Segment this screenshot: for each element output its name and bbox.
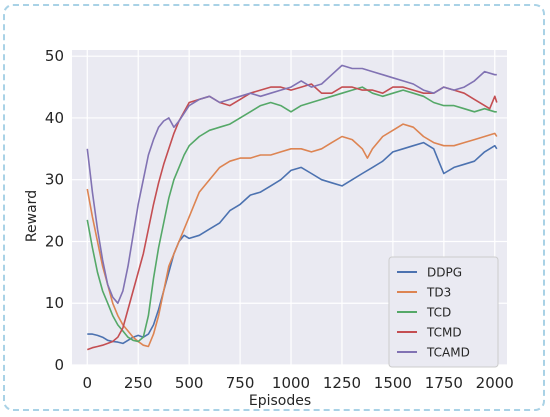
legend-label: TCD xyxy=(426,306,451,320)
legend: DDPG TD3 TCD TCMD TCAMD xyxy=(388,256,499,368)
y-tick-label: 20 xyxy=(45,232,64,250)
x-tick-label: 1000 xyxy=(272,374,310,392)
y-tick-label: 40 xyxy=(45,109,64,127)
legend-box xyxy=(388,256,499,368)
x-tick-label: 750 xyxy=(226,374,255,392)
legend-label: TD3 xyxy=(426,286,451,300)
x-tick-label: 1750 xyxy=(425,374,463,392)
y-tick-labels: 0 10 20 30 40 50 xyxy=(45,47,64,374)
y-tick-label: 10 xyxy=(45,294,64,312)
x-tick-label: 250 xyxy=(124,374,153,392)
x-tick-label: 1250 xyxy=(323,374,361,392)
y-tick-label: 0 xyxy=(54,356,64,374)
legend-label: TCMD xyxy=(426,326,462,340)
legend-label: TCAMD xyxy=(426,346,470,360)
y-tick-label: 50 xyxy=(45,47,64,65)
y-axis-label: Reward xyxy=(24,190,40,242)
series-line-ddpg xyxy=(87,141,498,345)
series-line-tcamd xyxy=(86,64,497,304)
y-tick-label: 30 xyxy=(45,171,64,189)
figure-frame xyxy=(3,4,545,411)
x-tick-label: 500 xyxy=(175,374,204,392)
series-line-tcd xyxy=(86,86,497,343)
series-line-td3 xyxy=(86,123,498,348)
x-tick-label: 1500 xyxy=(374,374,412,392)
x-tick-label: 2000 xyxy=(476,374,514,392)
legend-label: DDPG xyxy=(427,266,462,280)
x-tick-label: 0 xyxy=(83,374,93,392)
x-tick-labels: 0 250 500 750 1000 1250 1500 1750 2000 xyxy=(83,374,514,392)
series-lines xyxy=(86,64,498,351)
x-axis-label: Episodes xyxy=(249,393,311,409)
